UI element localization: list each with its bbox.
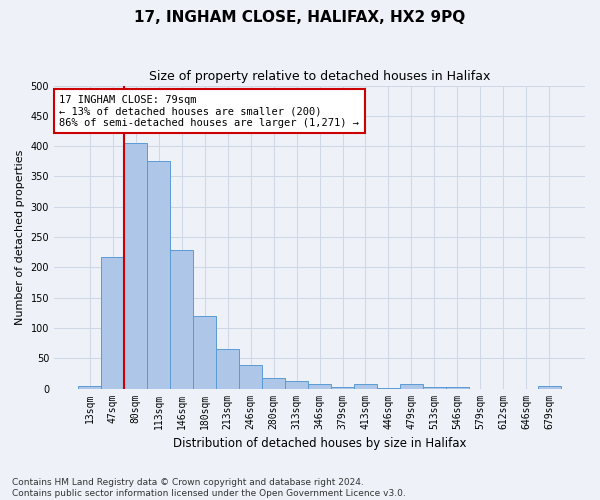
Title: Size of property relative to detached houses in Halifax: Size of property relative to detached ho…	[149, 70, 490, 83]
Bar	[170, 250, 193, 388]
Bar	[193, 316, 216, 388]
Bar	[354, 384, 377, 388]
Bar	[400, 384, 423, 388]
Y-axis label: Number of detached properties: Number of detached properties	[15, 150, 25, 324]
Bar	[124, 143, 147, 388]
Text: 17, INGHAM CLOSE, HALIFAX, HX2 9PQ: 17, INGHAM CLOSE, HALIFAX, HX2 9PQ	[134, 10, 466, 25]
Text: Contains HM Land Registry data © Crown copyright and database right 2024.
Contai: Contains HM Land Registry data © Crown c…	[12, 478, 406, 498]
Bar	[308, 384, 331, 388]
X-axis label: Distribution of detached houses by size in Halifax: Distribution of detached houses by size …	[173, 437, 466, 450]
Bar	[262, 378, 285, 388]
Bar	[239, 365, 262, 388]
Bar	[331, 386, 354, 388]
Bar	[101, 257, 124, 388]
Bar	[285, 380, 308, 388]
Bar	[216, 349, 239, 389]
Bar	[78, 386, 101, 388]
Bar	[147, 162, 170, 388]
Bar	[538, 386, 561, 388]
Text: 17 INGHAM CLOSE: 79sqm
← 13% of detached houses are smaller (200)
86% of semi-de: 17 INGHAM CLOSE: 79sqm ← 13% of detached…	[59, 94, 359, 128]
